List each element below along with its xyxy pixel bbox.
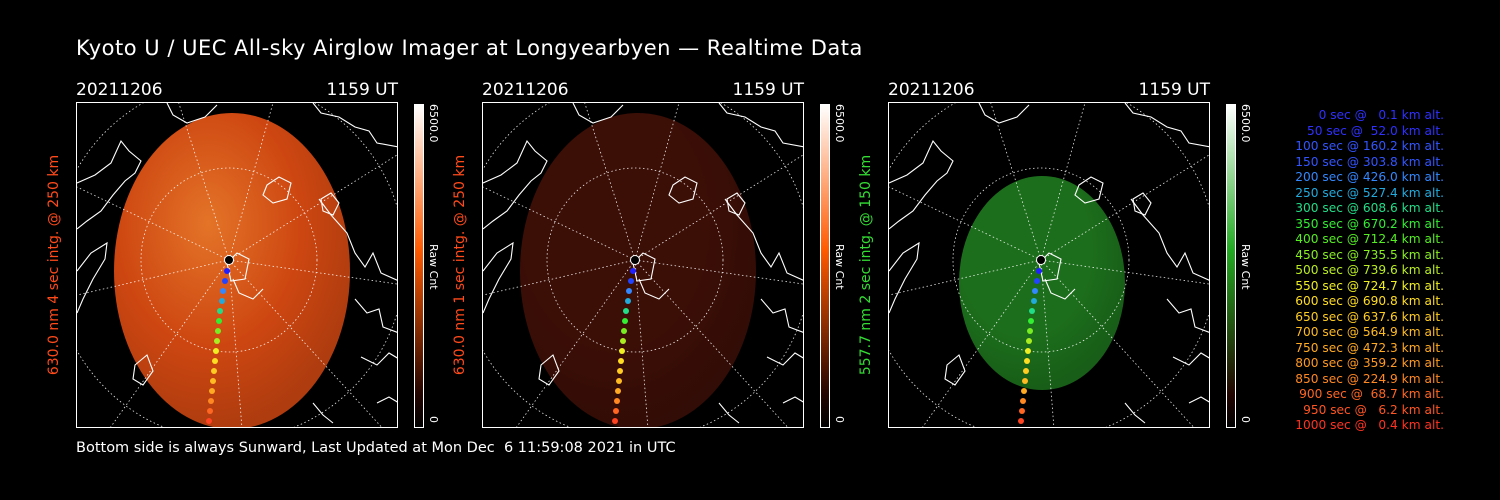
legend-row: 950 sec @ 6.2 km alt. bbox=[1303, 402, 1444, 417]
panel-time: 1159 UT bbox=[732, 80, 805, 100]
legend-row: 0 sec @ 0.1 km alt. bbox=[1318, 108, 1444, 122]
legend-row: 250 sec @ 527.4 km alt. bbox=[1295, 185, 1444, 200]
legend-row: 450 sec @ 735.5 km alt. bbox=[1295, 247, 1444, 262]
panel-date: 20211206 bbox=[76, 80, 163, 100]
wavelength-label: 630.0 nm 4 sec intg. @ 250 km bbox=[46, 154, 62, 376]
legend-row: 1000 sec @ 0.4 km alt. bbox=[1295, 418, 1444, 432]
colorbar-1 bbox=[414, 104, 424, 428]
colorbar-min-label: 0 bbox=[1239, 416, 1252, 423]
colorbar-3 bbox=[1226, 104, 1236, 428]
wavelength-label: 557.7 nm 2 sec intg. @ 150 km bbox=[858, 154, 874, 376]
airglow-panel-3: 20211206 1159 UT 557.7 nm 2 sec intg. @ … bbox=[858, 80, 1218, 430]
trajectory-legend: 0 sec @ 0.1 km alt. 50 sec @ 52.0 km alt.… bbox=[1262, 108, 1444, 434]
legend-row: 750 sec @ 472.3 km alt. bbox=[1295, 340, 1444, 355]
panel-date: 20211206 bbox=[482, 80, 569, 100]
legend-row: 900 sec @ 68.7 km alt. bbox=[1299, 387, 1444, 401]
legend-row: 650 sec @ 637.6 km alt. bbox=[1295, 309, 1444, 324]
legend-row: 700 sec @ 564.9 km alt. bbox=[1295, 325, 1444, 339]
colorbar-max-label: 6500.0 bbox=[833, 104, 846, 143]
colorbar-min-label: 0 bbox=[833, 416, 846, 423]
legend-row: 500 sec @ 739.6 km alt. bbox=[1295, 263, 1444, 277]
colorbar-max-label: 6500.0 bbox=[427, 104, 440, 143]
colorbar-unit-label: Raw Cnt bbox=[833, 244, 846, 290]
legend-row: 550 sec @ 724.7 km alt. bbox=[1295, 278, 1444, 293]
colorbar-unit-label: Raw Cnt bbox=[427, 244, 440, 290]
colorbar-min-label: 0 bbox=[427, 416, 440, 423]
legend-row: 150 sec @ 303.8 km alt. bbox=[1295, 154, 1444, 169]
wavelength-label: 630.0 nm 1 sec intg. @ 250 km bbox=[452, 154, 468, 376]
legend-row: 350 sec @ 670.2 km alt. bbox=[1295, 216, 1444, 231]
footer-status: Bottom side is always Sunward, Last Upda… bbox=[76, 440, 676, 456]
colorbar-2 bbox=[820, 104, 830, 428]
panel-time: 1159 UT bbox=[326, 80, 399, 100]
page-title: Kyoto U / UEC All-sky Airglow Imager at … bbox=[76, 36, 863, 60]
legend-row: 400 sec @ 712.4 km alt. bbox=[1295, 232, 1444, 246]
airglow-panel-2: 20211206 1159 UT 630.0 nm 1 sec intg. @ … bbox=[452, 80, 812, 430]
legend-row: 850 sec @ 224.9 km alt. bbox=[1295, 371, 1444, 386]
colorbar-max-label: 6500.0 bbox=[1239, 104, 1252, 143]
legend-row: 50 sec @ 52.0 km alt. bbox=[1306, 123, 1444, 138]
panel-date: 20211206 bbox=[888, 80, 975, 100]
panel-time: 1159 UT bbox=[1138, 80, 1211, 100]
colorbar-unit-label: Raw Cnt bbox=[1239, 244, 1252, 290]
legend-row: 200 sec @ 426.0 km alt. bbox=[1295, 170, 1444, 184]
allsky-image-557nm-2s bbox=[888, 102, 1210, 428]
allsky-image-630nm-4s bbox=[76, 102, 398, 428]
legend-row: 300 sec @ 608.6 km alt. bbox=[1295, 201, 1444, 215]
legend-row: 600 sec @ 690.8 km alt. bbox=[1295, 294, 1444, 308]
allsky-image-630nm-1s bbox=[482, 102, 804, 428]
airglow-panel-1: 20211206 1159 UT 630.0 nm 4 sec intg. @ … bbox=[46, 80, 406, 430]
legend-row: 800 sec @ 359.2 km alt. bbox=[1295, 356, 1444, 370]
legend-row: 100 sec @ 160.2 km alt. bbox=[1295, 139, 1444, 153]
